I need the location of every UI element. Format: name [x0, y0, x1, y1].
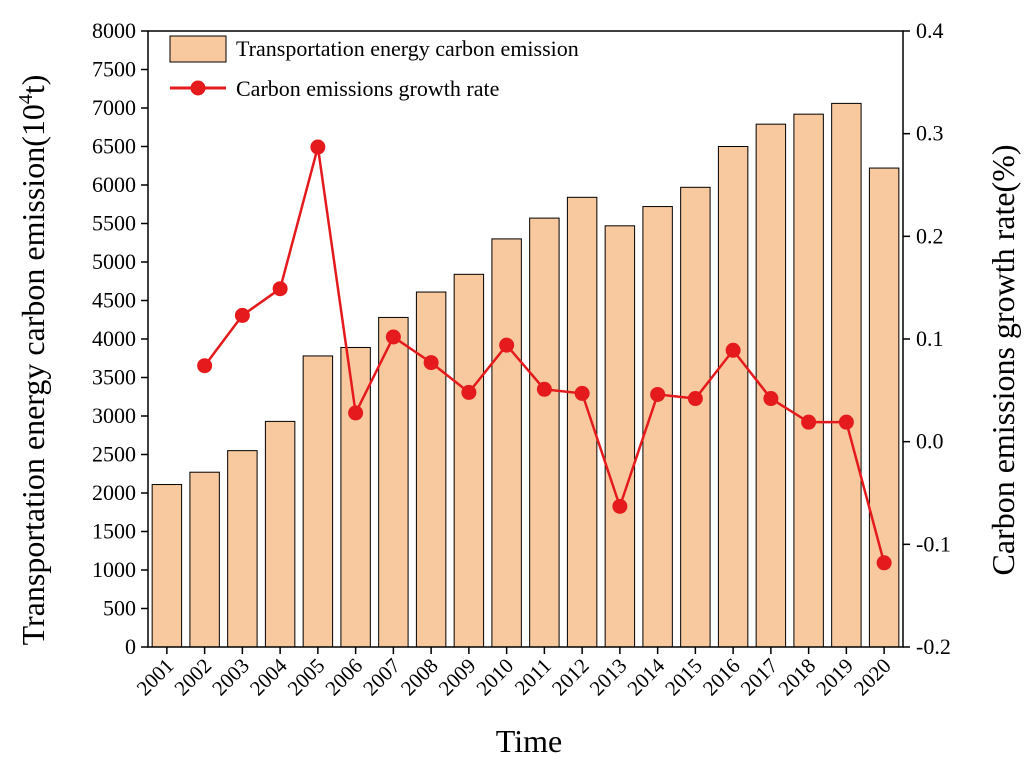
bar-2004 — [264, 420, 296, 648]
bar-2008 — [415, 291, 447, 648]
y-left-tick-label: 1500 — [92, 519, 136, 544]
growth-point-2008 — [423, 355, 439, 371]
growth-point-2019 — [838, 414, 854, 430]
x-tick-label: 2019 — [811, 654, 858, 701]
bar-2015 — [680, 186, 711, 648]
growth-point-2009 — [461, 384, 477, 400]
bar-2010 — [491, 238, 522, 648]
legend-bar-swatch — [169, 35, 227, 63]
x-tick-label: 2005 — [283, 654, 330, 701]
x-tick-label: 2016 — [698, 654, 745, 701]
y-left-tick-label: 5500 — [92, 211, 136, 236]
x-tick-label: 2020 — [849, 654, 896, 701]
x-tick-label: 2015 — [660, 654, 707, 701]
axes-layer — [147, 30, 904, 648]
y-left-tick-label: 5000 — [92, 249, 136, 274]
bar-2005 — [302, 355, 334, 648]
y-left-tick-label: 1000 — [92, 557, 136, 582]
legend-bar-label: Transportation energy carbon emission — [236, 36, 579, 61]
y-right-tick-label: -0.2 — [916, 634, 951, 659]
y-left-tick-label: 2500 — [92, 442, 136, 467]
bar-2020 — [868, 167, 900, 648]
x-tick-label: 2006 — [320, 654, 367, 701]
y-left-tick-label: 6000 — [92, 172, 136, 197]
x-tick-label: 2001 — [132, 654, 179, 701]
growth-point-2016 — [725, 342, 741, 358]
plot-frame — [147, 30, 904, 648]
growth-point-2015 — [687, 391, 703, 407]
legend: Transportation energy carbon emission Ca… — [169, 35, 579, 101]
bar-2006 — [340, 346, 371, 648]
growth-point-2004 — [272, 281, 288, 297]
y-left-tick-label: 4500 — [92, 288, 136, 313]
x-tick-label: 2004 — [245, 653, 292, 700]
y-right-axis-title: Carbon emissions growth rate(%) — [985, 144, 1021, 575]
y-left-tick-label: 0 — [125, 634, 136, 659]
x-tick-label: 2007 — [358, 654, 405, 701]
y-left-tick-label: 6500 — [92, 134, 136, 159]
y-left-axis-title: Transportation energy carbon emission(10… — [15, 75, 51, 646]
bar-2018 — [793, 113, 824, 648]
growth-point-2013 — [612, 498, 628, 514]
bar-2016 — [717, 146, 749, 648]
y-left-tick-label: 3000 — [92, 403, 136, 428]
growth-point-2017 — [763, 391, 779, 407]
y-left-tick-label: 500 — [103, 596, 136, 621]
y-left-tick-label: 2000 — [92, 480, 136, 505]
bar-2019 — [831, 102, 862, 648]
x-tick-label: 2009 — [434, 654, 481, 701]
x-tick-label: 2008 — [396, 654, 443, 701]
growth-point-2003 — [234, 307, 250, 323]
bar-2011 — [529, 217, 560, 648]
y-right-tick-label: -0.1 — [916, 531, 951, 556]
y-right-tick-label: 0.3 — [916, 121, 944, 146]
bar-2009 — [453, 273, 485, 648]
y-right-tick-label: 0.2 — [916, 223, 944, 248]
x-axis-title: Time — [496, 723, 562, 759]
x-tick-label: 2012 — [547, 654, 594, 701]
y-left-tick-label: 8000 — [92, 18, 136, 43]
growth-line-layer — [197, 139, 892, 571]
y-left-tick-label: 7000 — [92, 95, 136, 120]
x-tick-label: 2010 — [471, 654, 518, 701]
x-tick-label: 2018 — [773, 654, 820, 701]
growth-point-2006 — [348, 405, 364, 421]
growth-point-2010 — [499, 337, 515, 353]
y-right-tick-label: 0.1 — [916, 326, 944, 351]
bar-2002 — [189, 471, 220, 648]
growth-point-2012 — [574, 385, 590, 401]
x-tick-label: 2014 — [622, 653, 669, 700]
growth-point-2020 — [876, 555, 892, 571]
bars-layer — [151, 102, 900, 648]
bar-2007 — [378, 316, 409, 648]
y-left-tick-label: 3500 — [92, 365, 136, 390]
legend-line-label: Carbon emissions growth rate — [236, 76, 499, 101]
y-left-tick-label: 7500 — [92, 57, 136, 82]
bar-2001 — [151, 484, 183, 648]
y-right-tick-label: 0.4 — [916, 18, 944, 43]
growth-point-2018 — [801, 414, 817, 430]
y-right-tick-label: 0.0 — [916, 429, 944, 454]
growth-point-2011 — [536, 381, 552, 397]
growth-point-2002 — [197, 358, 213, 374]
legend-line-marker — [190, 80, 206, 96]
bar-2013 — [604, 225, 636, 648]
bar-2003 — [227, 450, 258, 648]
x-tick-label: 2011 — [510, 654, 556, 700]
growth-point-2005 — [310, 139, 326, 155]
x-tick-label: 2013 — [585, 654, 632, 701]
growth-point-2007 — [385, 329, 401, 345]
growth-point-2014 — [650, 386, 666, 402]
x-tick-label: 2003 — [207, 654, 254, 701]
x-tick-label: 2017 — [736, 654, 783, 701]
x-tick-label: 2002 — [169, 654, 216, 701]
y-left-tick-label: 4000 — [92, 326, 136, 351]
